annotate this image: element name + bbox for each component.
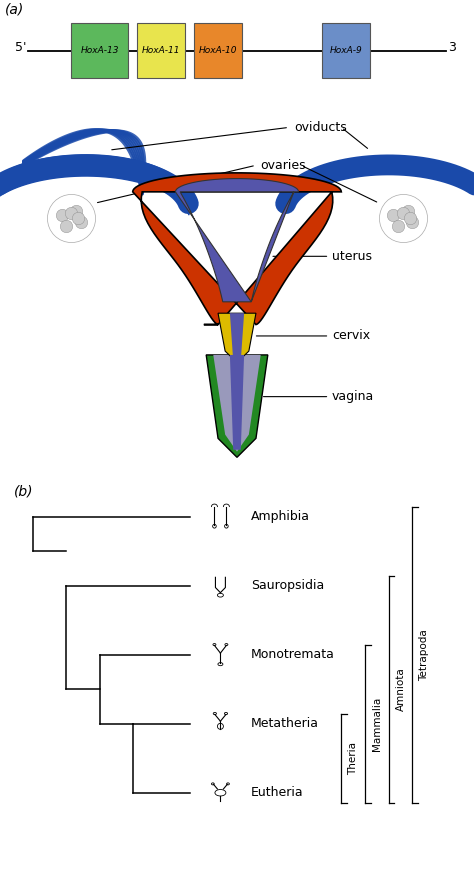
Text: Mammalia: Mammalia — [372, 697, 382, 751]
Ellipse shape — [218, 594, 223, 597]
Text: Metatheria: Metatheria — [251, 717, 319, 730]
Text: Theria: Theria — [348, 742, 358, 774]
Ellipse shape — [215, 789, 226, 796]
Text: uterus: uterus — [332, 250, 372, 263]
Text: (a): (a) — [5, 2, 24, 16]
Text: vagina: vagina — [332, 390, 374, 403]
Point — [399, 212, 407, 226]
Polygon shape — [133, 173, 341, 325]
Text: oviducts: oviducts — [294, 121, 346, 134]
Polygon shape — [230, 355, 244, 450]
Ellipse shape — [218, 723, 223, 729]
Text: cervix: cervix — [332, 330, 370, 342]
Ellipse shape — [213, 713, 217, 714]
Polygon shape — [206, 355, 268, 457]
Text: 5': 5' — [15, 41, 26, 54]
Text: Monotremata: Monotremata — [251, 648, 335, 662]
Ellipse shape — [225, 644, 228, 646]
FancyBboxPatch shape — [322, 23, 370, 78]
Text: HoxA-13: HoxA-13 — [80, 46, 119, 56]
Text: HoxA-10: HoxA-10 — [199, 46, 237, 56]
Point — [399, 206, 407, 220]
Point — [67, 212, 75, 226]
Polygon shape — [175, 178, 299, 302]
Polygon shape — [218, 313, 256, 363]
Point — [72, 204, 80, 218]
Ellipse shape — [213, 644, 216, 646]
Polygon shape — [213, 355, 261, 452]
Text: 3: 3 — [448, 41, 456, 54]
Point — [63, 219, 70, 233]
Point — [409, 215, 416, 229]
Polygon shape — [230, 313, 244, 361]
Point — [404, 204, 411, 218]
Point — [390, 207, 397, 221]
Text: HoxA-9: HoxA-9 — [329, 46, 363, 56]
Ellipse shape — [225, 525, 228, 528]
Ellipse shape — [224, 713, 228, 714]
Text: Sauropsidia: Sauropsidia — [251, 579, 325, 593]
FancyBboxPatch shape — [194, 23, 242, 78]
Point — [394, 219, 402, 233]
Text: Amniota: Amniota — [396, 668, 406, 711]
Point — [77, 215, 84, 229]
Ellipse shape — [211, 783, 214, 785]
FancyBboxPatch shape — [71, 23, 128, 78]
Point — [58, 207, 65, 221]
Ellipse shape — [227, 783, 229, 785]
Ellipse shape — [218, 662, 223, 666]
FancyBboxPatch shape — [137, 23, 185, 78]
Text: Amphibia: Amphibia — [251, 511, 310, 523]
Text: ovaries: ovaries — [261, 159, 306, 172]
Point — [406, 212, 414, 226]
Point — [67, 206, 75, 220]
Point — [74, 212, 82, 226]
Text: (b): (b) — [14, 484, 34, 498]
Text: Eutheria: Eutheria — [251, 786, 304, 799]
Ellipse shape — [213, 525, 216, 528]
Text: Tetrapoda: Tetrapoda — [419, 629, 429, 681]
Text: HoxA-11: HoxA-11 — [142, 46, 181, 56]
